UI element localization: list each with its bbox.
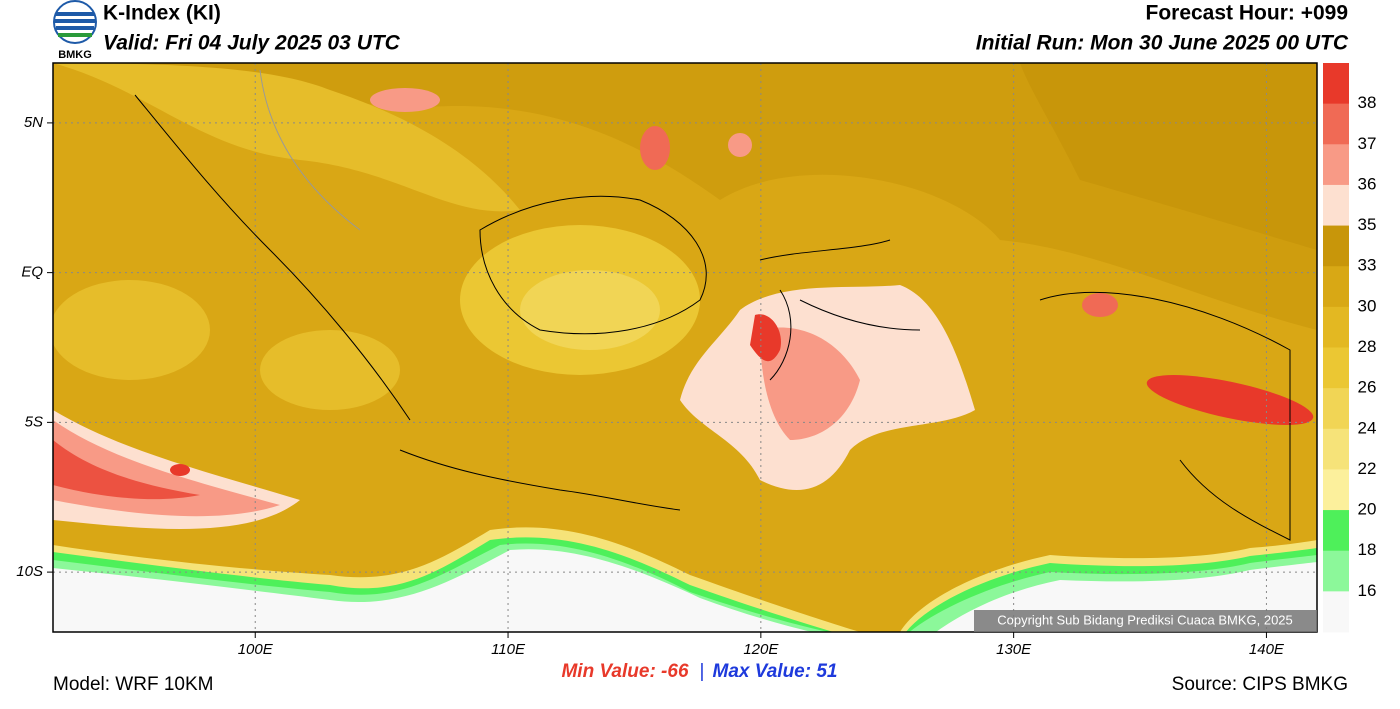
- colorbar-label: 24: [1358, 418, 1377, 437]
- y-tick-label: 10S: [16, 563, 43, 580]
- x-tick-label: 130E: [996, 641, 1032, 658]
- source: Source: CIPS BMKG: [1172, 674, 1348, 695]
- logo: BMKG: [53, 0, 97, 61]
- colorbar-label: 28: [1358, 337, 1377, 356]
- colorbar-band: [1323, 591, 1349, 633]
- initial-run: Initial Run: Mon 30 June 2025 00 UTC: [976, 32, 1349, 55]
- colorbar-band: [1323, 184, 1349, 227]
- colorbar-band: [1323, 469, 1349, 511]
- x-tick-label: 140E: [1249, 641, 1285, 658]
- colorbar-label: 35: [1358, 215, 1377, 234]
- colorbar-label: 36: [1358, 174, 1377, 193]
- map-frame: [52, 62, 1318, 633]
- forecast-hour: Forecast Hour: +099: [1146, 2, 1349, 25]
- colorbar-band: [1323, 306, 1349, 348]
- colorbar-band: [1323, 550, 1349, 592]
- valid-time: Valid: Fri 04 July 2025 03 UTC: [103, 32, 401, 55]
- colorbar-label: 20: [1358, 500, 1377, 519]
- colorbar-label: 37: [1358, 134, 1377, 153]
- y-tick-label: EQ: [21, 264, 43, 281]
- x-tick-label: 100E: [238, 641, 274, 658]
- colorbar: 38 37 36 35 33 30 28 26 24 22 20 18 16: [1323, 63, 1376, 633]
- colorbar-band: [1323, 347, 1349, 389]
- colorbar-band: [1323, 510, 1349, 552]
- colorbar-label: 30: [1358, 296, 1377, 315]
- colorbar-label: 22: [1358, 459, 1377, 478]
- copyright-box: [974, 610, 1317, 632]
- x-tick-label: 110E: [491, 641, 526, 658]
- colorbar-band: [1323, 388, 1349, 430]
- min-value: Min Value: -66: [561, 661, 688, 682]
- max-value: Max Value: 51: [713, 661, 838, 682]
- colorbar-band: [1323, 144, 1349, 186]
- colorbar-band: [1323, 428, 1349, 470]
- colorbar-label: 26: [1358, 378, 1377, 397]
- colorbar-band: [1323, 225, 1349, 267]
- title: K-Index (KI): [103, 2, 221, 25]
- colorbar-band: [1323, 103, 1349, 145]
- logo-text: BMKG: [58, 49, 92, 61]
- y-tick-label: 5S: [25, 413, 43, 430]
- x-tick-label: 120E: [743, 641, 779, 658]
- map-field: [53, 63, 1317, 632]
- model: Model: WRF 10KM: [53, 674, 213, 695]
- copyright: Copyright Sub Bidang Prediksi Cuaca BMKG…: [997, 612, 1293, 627]
- colorbar-band: [1323, 63, 1349, 105]
- colorbar-label: 38: [1358, 93, 1377, 112]
- graticule: 100E 110E 120E 130E 140E 5N EQ 5S 10S: [16, 63, 1317, 658]
- colorbar-band: [1323, 266, 1349, 308]
- colorbar-label: 16: [1358, 581, 1377, 600]
- colorbar-label: 18: [1358, 540, 1377, 559]
- y-tick-label: 5N: [24, 114, 43, 131]
- colorbar-label: 33: [1358, 256, 1377, 275]
- separator: |: [700, 661, 705, 682]
